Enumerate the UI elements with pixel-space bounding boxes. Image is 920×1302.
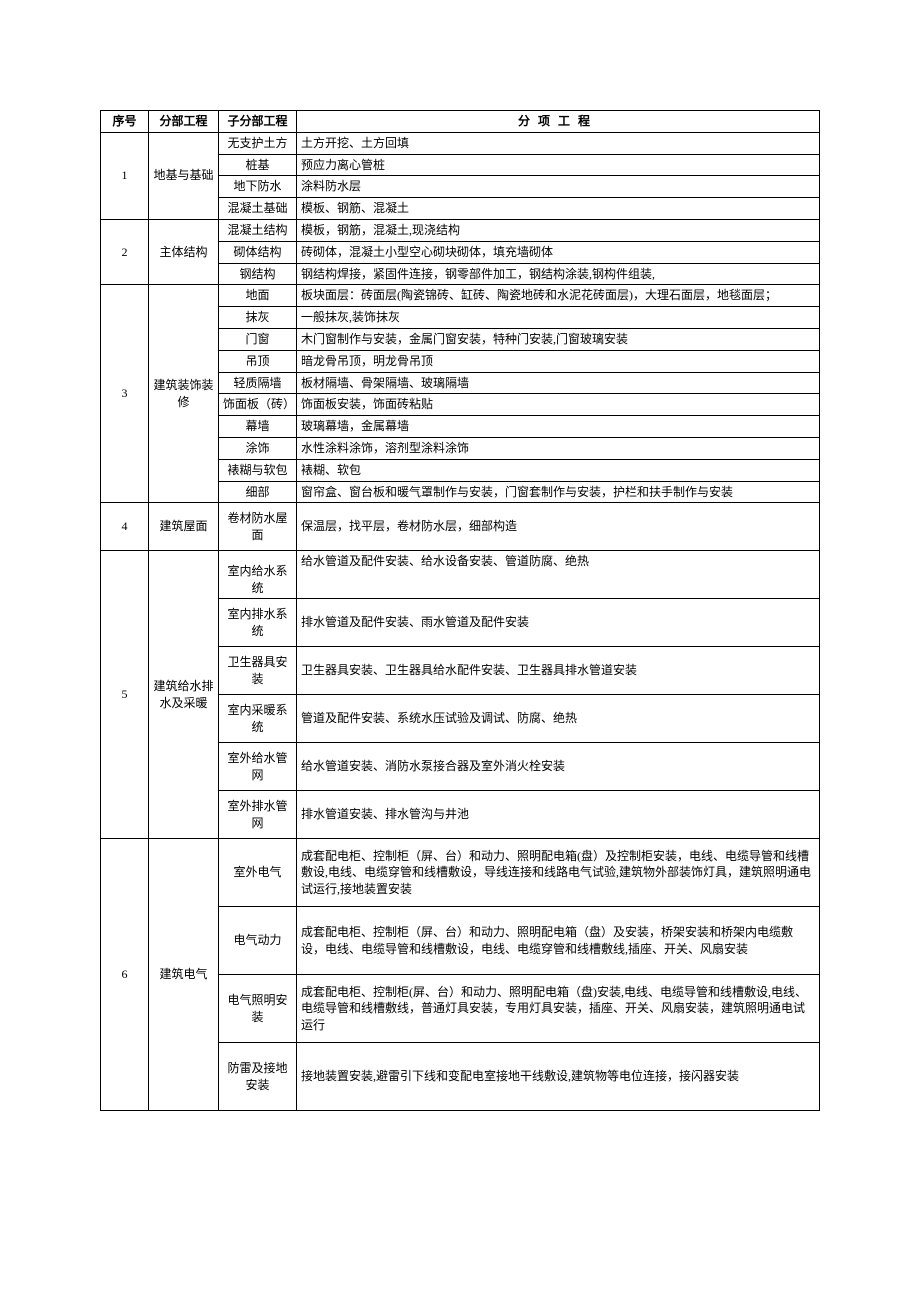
detail-cell: 排水管道安装、排水管沟与井池 bbox=[297, 791, 820, 839]
table-row: 6 建筑电气 室外电气 成套配电柜、控制柜（屏、台）和动力、照明配电箱(盘）及控… bbox=[101, 839, 820, 907]
table-row: 2 主体结构 混凝土结构 模板，钢筋，混凝土,现浇结构 bbox=[101, 219, 820, 241]
sub-cell: 电气照明安装 bbox=[219, 975, 297, 1043]
detail-cell: 预应力离心管桩 bbox=[297, 154, 820, 176]
section-cell: 建筑电气 bbox=[149, 839, 219, 1111]
header-section: 分部工程 bbox=[149, 111, 219, 133]
sub-cell: 钢结构 bbox=[219, 263, 297, 285]
sub-cell: 裱糊与软包 bbox=[219, 459, 297, 481]
table-row: 3 建筑装饰装修 地面 板块面层：砖面层(陶瓷锦砖、缸砖、陶瓷地砖和水泥花砖面层… bbox=[101, 285, 820, 307]
sub-cell: 细部 bbox=[219, 481, 297, 503]
header-detail: 分项工程 bbox=[297, 111, 820, 133]
detail-cell: 模板，钢筋，混凝土,现浇结构 bbox=[297, 219, 820, 241]
detail-cell: 砖砌体，混凝土小型空心砌块砌体，填充墙砌体 bbox=[297, 241, 820, 263]
detail-cell: 模板、钢筋、混凝土 bbox=[297, 198, 820, 220]
detail-cell: 接地装置安装,避雷引下线和变配电室接地干线敷设,建筑物等电位连接，接闪器安装 bbox=[297, 1043, 820, 1111]
detail-cell: 木门窗制作与安装，金属门窗安装，特种门安装,门窗玻璃安装 bbox=[297, 328, 820, 350]
detail-cell: 排水管道及配件安装、雨水管道及配件安装 bbox=[297, 599, 820, 647]
sub-cell: 桩基 bbox=[219, 154, 297, 176]
header-row: 序号 分部工程 子分部工程 分项工程 bbox=[101, 111, 820, 133]
table-row: 5 建筑给水排水及采暖 室内给水系统 给水管道及配件安装、给水设备安装、管道防腐… bbox=[101, 551, 820, 599]
num-cell: 5 bbox=[101, 551, 149, 839]
section-cell: 地基与基础 bbox=[149, 132, 219, 219]
detail-cell: 给水管道安装、消防水泵接合器及室外消火栓安装 bbox=[297, 743, 820, 791]
detail-cell: 土方开挖、土方回填 bbox=[297, 132, 820, 154]
detail-cell: 成套配电柜、控制柜（屏、台）和动力、照明配电箱(盘）及控制柜安装，电线、电缆导管… bbox=[297, 839, 820, 907]
header-num: 序号 bbox=[101, 111, 149, 133]
sub-cell: 卷材防水屋面 bbox=[219, 503, 297, 551]
header-sub: 子分部工程 bbox=[219, 111, 297, 133]
detail-cell: 保温层，找平层，卷材防水层，细部构造 bbox=[297, 503, 820, 551]
section-cell: 建筑屋面 bbox=[149, 503, 219, 551]
table-row: 1 地基与基础 无支护土方 土方开挖、土方回填 bbox=[101, 132, 820, 154]
sub-cell: 无支护土方 bbox=[219, 132, 297, 154]
detail-cell: 涂料防水层 bbox=[297, 176, 820, 198]
construction-table: 序号 分部工程 子分部工程 分项工程 1 地基与基础 无支护土方 土方开挖、土方… bbox=[100, 110, 820, 1111]
detail-cell: 给水管道及配件安装、给水设备安装、管道防腐、绝热 bbox=[297, 551, 820, 599]
sub-cell: 室内给水系统 bbox=[219, 551, 297, 599]
detail-cell: 管道及配件安装、系统水压试验及调试、防腐、绝热 bbox=[297, 695, 820, 743]
sub-cell: 混凝土基础 bbox=[219, 198, 297, 220]
num-cell: 4 bbox=[101, 503, 149, 551]
section-cell: 建筑给水排水及采暖 bbox=[149, 551, 219, 839]
num-cell: 2 bbox=[101, 219, 149, 284]
sub-cell: 门窗 bbox=[219, 328, 297, 350]
detail-cell: 卫生器具安装、卫生器具给水配件安装、卫生器具排水管道安装 bbox=[297, 647, 820, 695]
sub-cell: 地面 bbox=[219, 285, 297, 307]
num-cell: 6 bbox=[101, 839, 149, 1111]
detail-cell: 成套配电柜、控制柜(屏、台）和动力、照明配电箱（盘)安装,电线、电缆导管和线槽敷… bbox=[297, 975, 820, 1043]
detail-cell: 板块面层：砖面层(陶瓷锦砖、缸砖、陶瓷地砖和水泥花砖面层)，大理石面层，地毯面层… bbox=[297, 285, 820, 307]
num-cell: 1 bbox=[101, 132, 149, 219]
sub-cell: 室外电气 bbox=[219, 839, 297, 907]
sub-cell: 幕墙 bbox=[219, 416, 297, 438]
section-cell: 主体结构 bbox=[149, 219, 219, 284]
sub-cell: 电气动力 bbox=[219, 907, 297, 975]
sub-cell: 防雷及接地安装 bbox=[219, 1043, 297, 1111]
detail-cell: 饰面板安装，饰面砖粘贴 bbox=[297, 394, 820, 416]
sub-cell: 室外给水管网 bbox=[219, 743, 297, 791]
detail-cell: 窗帘盒、窗台板和暖气罩制作与安装，门窗套制作与安装，护栏和扶手制作与安装 bbox=[297, 481, 820, 503]
sub-cell: 抹灰 bbox=[219, 307, 297, 329]
sub-cell: 砌体结构 bbox=[219, 241, 297, 263]
detail-cell: 裱糊、软包 bbox=[297, 459, 820, 481]
sub-cell: 室内排水系统 bbox=[219, 599, 297, 647]
section-cell: 建筑装饰装修 bbox=[149, 285, 219, 503]
table-row: 4 建筑屋面 卷材防水屋面 保温层，找平层，卷材防水层，细部构造 bbox=[101, 503, 820, 551]
detail-cell: 水性涂料涂饰，溶剂型涂料涂饰 bbox=[297, 437, 820, 459]
sub-cell: 室外排水管网 bbox=[219, 791, 297, 839]
sub-cell: 室内采暖系统 bbox=[219, 695, 297, 743]
sub-cell: 轻质隔墙 bbox=[219, 372, 297, 394]
sub-cell: 地下防水 bbox=[219, 176, 297, 198]
sub-cell: 吊顶 bbox=[219, 350, 297, 372]
detail-cell: 板材隔墙、骨架隔墙、玻璃隔墙 bbox=[297, 372, 820, 394]
detail-cell: 玻璃幕墙，金属幕墙 bbox=[297, 416, 820, 438]
detail-cell: 成套配电柜、控制柜（屏、台）和动力、照明配电箱（盘）及安装，桥架安装和桥架内电缆… bbox=[297, 907, 820, 975]
detail-cell: 钢结构焊接，紧固件连接，钢零部件加工，钢结构涂装,钢构件组装, bbox=[297, 263, 820, 285]
sub-cell: 卫生器具安装 bbox=[219, 647, 297, 695]
sub-cell: 混凝土结构 bbox=[219, 219, 297, 241]
num-cell: 3 bbox=[101, 285, 149, 503]
detail-cell: 一般抹灰,装饰抹灰 bbox=[297, 307, 820, 329]
detail-cell: 暗龙骨吊顶，明龙骨吊顶 bbox=[297, 350, 820, 372]
sub-cell: 涂饰 bbox=[219, 437, 297, 459]
sub-cell: 饰面板（砖） bbox=[219, 394, 297, 416]
